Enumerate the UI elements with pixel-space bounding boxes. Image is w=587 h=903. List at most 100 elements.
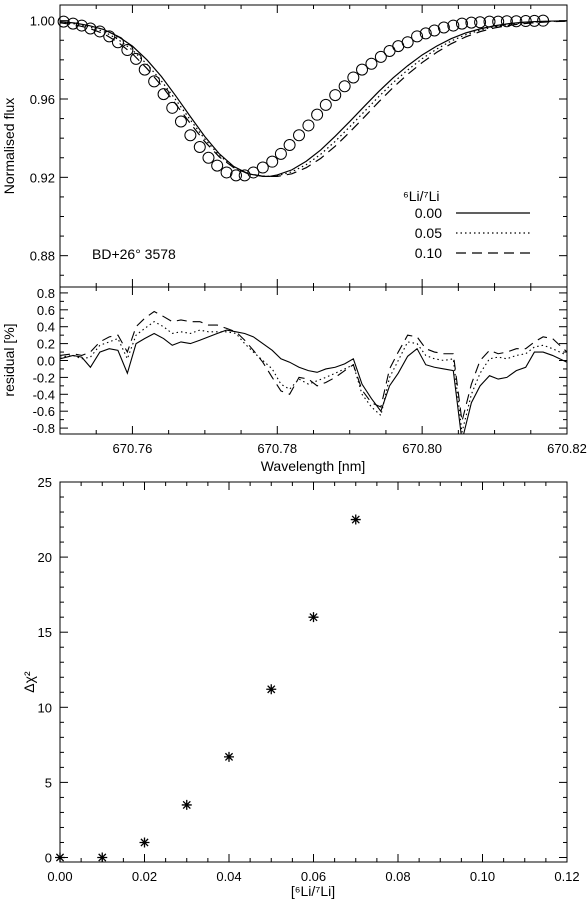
chi2-point	[97, 852, 108, 863]
observed-point	[211, 159, 224, 172]
observed-point	[238, 169, 251, 182]
y-tick-label: 0.4	[37, 320, 55, 335]
chi2-point	[139, 837, 150, 848]
spectrum-frame	[59, 4, 568, 288]
chi2-frame	[59, 481, 568, 863]
legend: ⁶Li/⁷Li 0.00 0.05 0.10	[403, 188, 530, 261]
residual-ticks: 670.76 670.78 670.80 670.82 -0.8 -0.6 -0.4 -0.2…	[33, 286, 587, 456]
chi2-point	[224, 751, 234, 762]
residual-frame	[59, 286, 568, 435]
y-tick-label: -0.8	[33, 421, 55, 436]
x-tick-label: 670.76	[113, 441, 153, 456]
y-tick-label: -0.6	[33, 404, 55, 419]
observed-point	[230, 169, 243, 182]
model-line-0.05	[59, 20, 568, 177]
chi2-ylabel: Δχ²	[21, 671, 37, 693]
legend-label: 0.00	[415, 205, 442, 221]
spectrum-panel: 0.88 0.92 0.96 1.00 Normalised flux BD+26° …	[1, 4, 568, 288]
y-tick-label: 1.00	[30, 14, 55, 29]
observed-point	[510, 15, 523, 28]
observed-point	[537, 14, 550, 27]
spectrum-ticks: 0.88 0.92 0.96 1.00	[30, 5, 568, 287]
legend-label: 0.05	[415, 225, 442, 241]
y-tick-label: 0.2	[37, 337, 55, 352]
x-tick-label: 670.80	[402, 441, 442, 456]
y-tick-label: 10	[38, 700, 52, 715]
chi2-point	[308, 612, 319, 623]
observed-point	[428, 24, 441, 37]
observed-point	[329, 89, 342, 102]
spectrum-ylabel: Normalised flux	[1, 98, 17, 194]
observed-point	[184, 129, 197, 142]
observed-point	[447, 19, 460, 32]
residual-lines	[60, 310, 567, 434]
chi2-points	[55, 514, 361, 863]
observed-point	[401, 36, 414, 49]
model-line-0.10	[59, 20, 568, 177]
observed-point	[492, 15, 505, 28]
observed-point	[266, 155, 279, 168]
legend-rows: 0.00 0.05 0.10	[415, 205, 530, 261]
observed-point	[437, 21, 450, 34]
y-tick-label: 5	[45, 775, 52, 790]
star-label: BD+26° 3578	[92, 246, 176, 262]
observed-point	[138, 63, 151, 76]
observed-point	[84, 22, 97, 35]
x-tick-label: 0.12	[554, 869, 579, 884]
observed-point	[166, 101, 179, 114]
residual-ylabel: residual [%]	[1, 323, 17, 396]
x-tick-label: 0.04	[216, 869, 241, 884]
residual-xlabel: Wavelength [nm]	[261, 458, 366, 474]
y-tick-label: 0.96	[30, 92, 55, 107]
observed-point	[103, 30, 116, 43]
observed-point	[174, 115, 187, 128]
y-tick-label: 20	[38, 550, 52, 565]
observed-point	[500, 15, 513, 28]
observed-point	[311, 108, 324, 121]
observed-point	[193, 140, 206, 153]
x-tick-label: 0.10	[470, 869, 495, 884]
model-line-0.00	[59, 20, 568, 177]
observed-point	[130, 52, 143, 65]
y-tick-label: 0.8	[37, 286, 55, 301]
observed-point	[411, 30, 424, 43]
observed-point	[220, 166, 233, 179]
observed-point	[419, 27, 432, 40]
observed-point	[302, 119, 315, 132]
observed-point	[75, 19, 88, 32]
y-tick-label: 0.88	[30, 249, 55, 264]
x-tick-label: 0.08	[385, 869, 410, 884]
observed-point	[202, 151, 215, 164]
observed-point	[365, 57, 378, 70]
observed-point	[519, 15, 532, 28]
observed-point	[111, 36, 124, 49]
observed-point	[465, 16, 478, 29]
x-tick-label: 670.78	[257, 441, 297, 456]
y-tick-label: 25	[38, 475, 52, 490]
chi2-panel: 0.00 0.02 0.04 0.06 0.08 0.10 0.12 0 5 10 15 20 25 Δ…	[21, 475, 580, 899]
observed-point	[319, 98, 332, 111]
observed-point	[455, 17, 468, 30]
observed-point	[247, 166, 260, 179]
observed-point	[157, 88, 170, 101]
residual-panel: 670.76 670.78 670.80 670.82 -0.8 -0.6 -0.4 -0.2…	[1, 286, 587, 474]
observed-point	[93, 25, 106, 38]
observed-point	[383, 45, 396, 58]
chi2-point	[350, 514, 361, 525]
spectrum-observed-points	[57, 14, 550, 182]
residual-line-0.05	[60, 320, 567, 433]
observed-point	[57, 15, 70, 28]
x-tick-label: 0.00	[47, 869, 72, 884]
residual-line-0.10	[60, 310, 567, 422]
y-tick-label: 0.0	[37, 354, 55, 369]
chi2-point	[266, 684, 277, 695]
spectrum-model-lines	[59, 20, 568, 177]
observed-point	[356, 63, 369, 76]
chi2-point	[55, 852, 65, 863]
y-tick-label: 15	[38, 625, 52, 640]
x-tick-label: 0.02	[132, 869, 157, 884]
observed-point	[483, 15, 496, 28]
legend-label: 0.10	[415, 245, 442, 261]
observed-point	[283, 139, 296, 152]
observed-point	[474, 16, 487, 29]
